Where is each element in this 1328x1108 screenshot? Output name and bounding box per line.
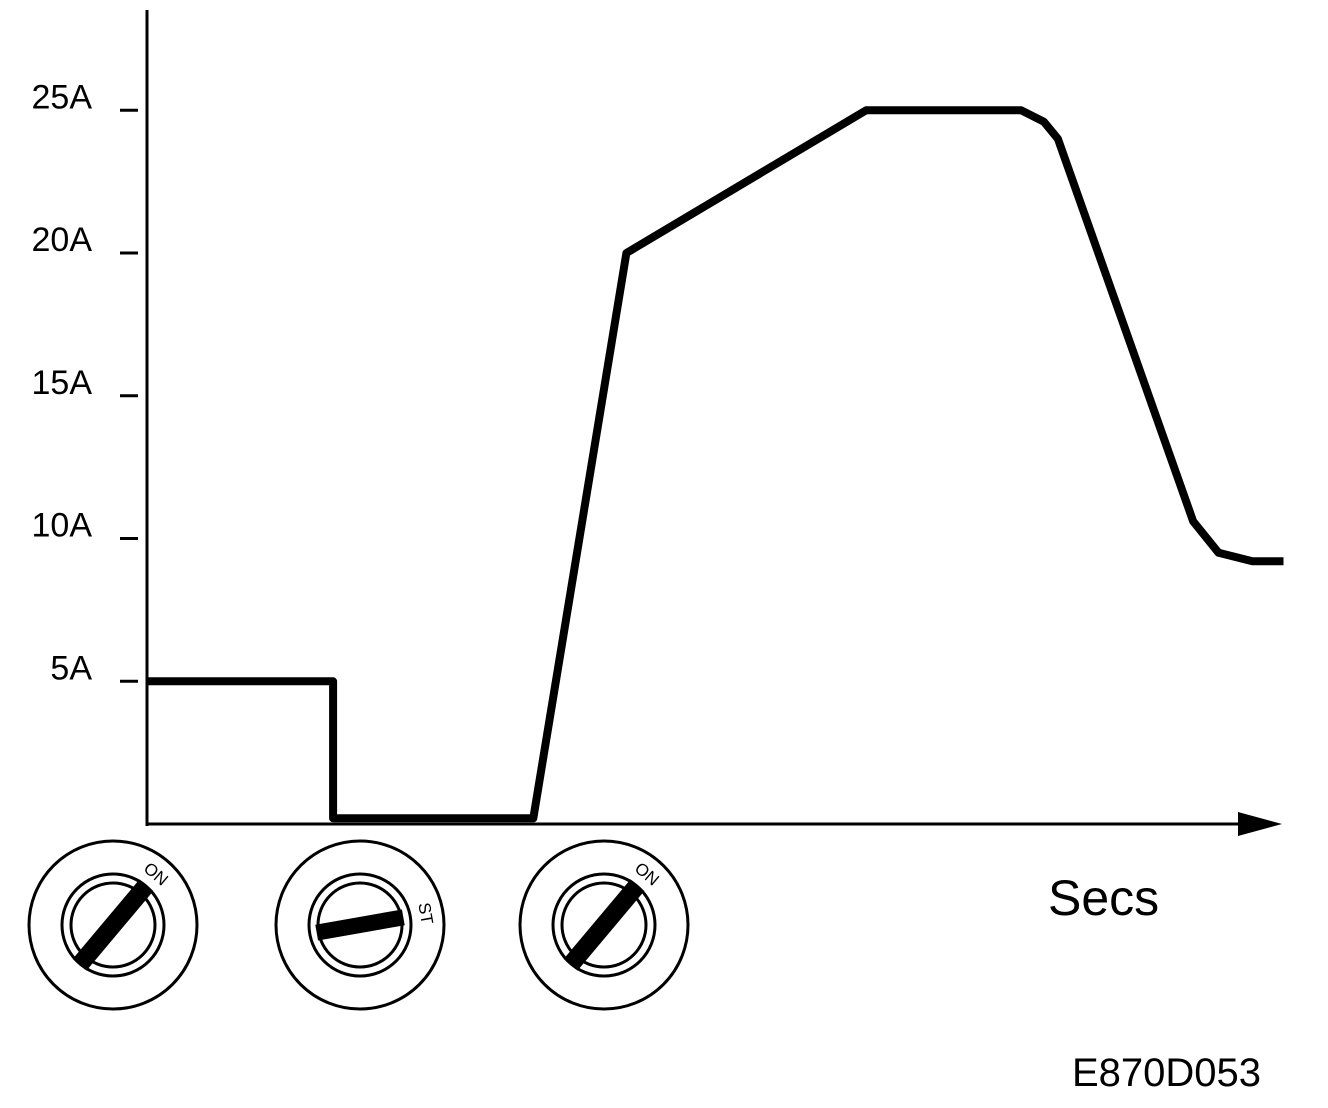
key-position-label: ST: [414, 901, 436, 926]
figure-id: E870D053: [1072, 1051, 1261, 1095]
y-tick-label: 10A: [32, 507, 93, 545]
y-tick-label: 20A: [32, 221, 93, 259]
x-axis-arrow-icon: [1238, 812, 1282, 836]
ignition-key-on-2: ON: [518, 839, 690, 1011]
y-tick-label: 25A: [32, 78, 93, 116]
key-blade-icon: [72, 879, 154, 971]
ignition-key-on-1: ON: [27, 839, 199, 1011]
current-line: [147, 106, 1284, 823]
key-blade-icon: [315, 909, 405, 941]
y-tick-label: 5A: [50, 649, 92, 687]
y-tick-label: 15A: [32, 364, 93, 402]
x-axis-label: Secs: [1048, 870, 1159, 926]
ignition-key-st: ST: [274, 839, 446, 1011]
key-blade-icon: [563, 879, 645, 971]
